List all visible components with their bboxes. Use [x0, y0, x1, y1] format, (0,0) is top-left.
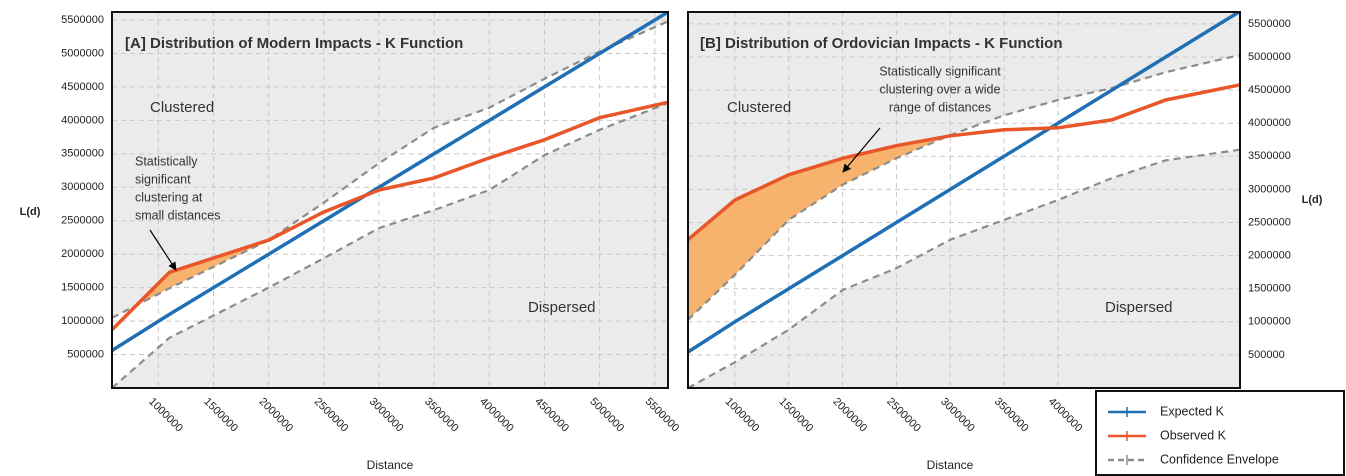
envelope-area: [688, 55, 1240, 388]
x-tick-label: 2000000: [830, 396, 869, 435]
x-tick-label: 4000000: [477, 396, 516, 435]
y-tick-label: 1500000: [1248, 283, 1291, 295]
y-tick-label: 500000: [1248, 349, 1285, 361]
y-tick-label: 3500000: [1248, 150, 1291, 162]
annotation-arrow: [842, 127, 881, 173]
legend-label: Observed K: [1160, 428, 1227, 442]
annotation-line: Statistically: [135, 154, 198, 168]
y-tick-label: 2500000: [1248, 216, 1291, 228]
y-tick-label: 1500000: [61, 282, 104, 294]
plot-frame: [687, 11, 1241, 389]
x-tick-label: 1500000: [777, 396, 816, 435]
region-label: Clustered: [727, 99, 791, 116]
y-axis-label: L(d): [20, 206, 41, 218]
x-tick-label: 5500000: [643, 396, 682, 435]
annotation-line: range of distances: [889, 100, 991, 114]
x-tick-label: 1000000: [723, 396, 762, 435]
y-tick-label: 1000000: [61, 315, 104, 327]
legend-box: [1095, 390, 1345, 476]
x-tick-label: 3000000: [938, 396, 977, 435]
x-tick-label: 3500000: [422, 396, 461, 435]
plot-area: [112, 12, 668, 388]
chart-title: [B] Distribution of Ordovician Impacts -…: [700, 35, 1063, 52]
y-tick-label: 5500000: [61, 14, 104, 26]
y-tick-label: 3000000: [61, 181, 104, 193]
y-tick-label: 3500000: [61, 148, 104, 160]
annotation-line: Statistically significant: [879, 64, 1001, 78]
x-tick-label: 4000000: [1046, 396, 1085, 435]
x-tick-label: 2000000: [256, 396, 295, 435]
y-tick-label: 4000000: [1248, 117, 1291, 129]
x-tick-label: 4500000: [532, 396, 571, 435]
y-axis-label: L(d): [1302, 194, 1323, 206]
series-line: [688, 12, 1240, 354]
x-tick-label: 1000000: [146, 396, 185, 435]
series-line: [112, 100, 668, 332]
x-tick-label: 2500000: [312, 396, 351, 435]
x-axis-label: Distance: [367, 458, 414, 472]
annotation-line: clustering over a wide: [880, 82, 1001, 96]
y-tick-label: 500000: [67, 348, 104, 360]
x-tick-label: 3500000: [992, 396, 1031, 435]
x-axis-label: Distance: [927, 458, 974, 472]
x-tick-label: 5000000: [587, 396, 626, 435]
y-tick-label: 5000000: [1248, 51, 1291, 63]
region-label: Clustered: [150, 99, 214, 116]
x-tick-label: 3000000: [367, 396, 406, 435]
y-tick-label: 2000000: [61, 248, 104, 260]
envelope-lower: [112, 101, 668, 388]
y-tick-label: 4500000: [61, 81, 104, 93]
annotation-arrow: [149, 229, 177, 271]
y-tick-label: 4000000: [61, 114, 104, 126]
y-tick-label: 2500000: [61, 215, 104, 227]
annotation-line: clustering at: [135, 190, 203, 204]
legend-label: Expected K: [1160, 404, 1225, 418]
region-label: Dispersed: [1105, 299, 1173, 316]
legend-label: Confidence Envelope: [1160, 452, 1279, 466]
y-tick-label: 3000000: [1248, 183, 1291, 195]
envelope-lower: [688, 148, 1240, 388]
plot-area: [688, 12, 1240, 388]
envelope-upper: [112, 20, 668, 319]
annotation-line: small distances: [135, 208, 220, 222]
chart-title: [A] Distribution of Modern Impacts - K F…: [125, 35, 463, 52]
x-tick-label: 2500000: [884, 396, 923, 435]
x-tick-label: 1500000: [201, 396, 240, 435]
series-line: [112, 12, 668, 352]
y-tick-label: 1000000: [1248, 316, 1291, 328]
y-tick-label: 5500000: [1248, 18, 1291, 30]
series-line: [688, 83, 1240, 242]
region-label: Dispersed: [528, 299, 596, 316]
y-tick-label: 5000000: [61, 47, 104, 59]
envelope-area: [112, 21, 668, 388]
annotation-line: significant: [135, 172, 191, 186]
plot-frame: [111, 11, 669, 389]
y-tick-label: 4500000: [1248, 84, 1291, 96]
y-tick-label: 2000000: [1248, 250, 1291, 262]
